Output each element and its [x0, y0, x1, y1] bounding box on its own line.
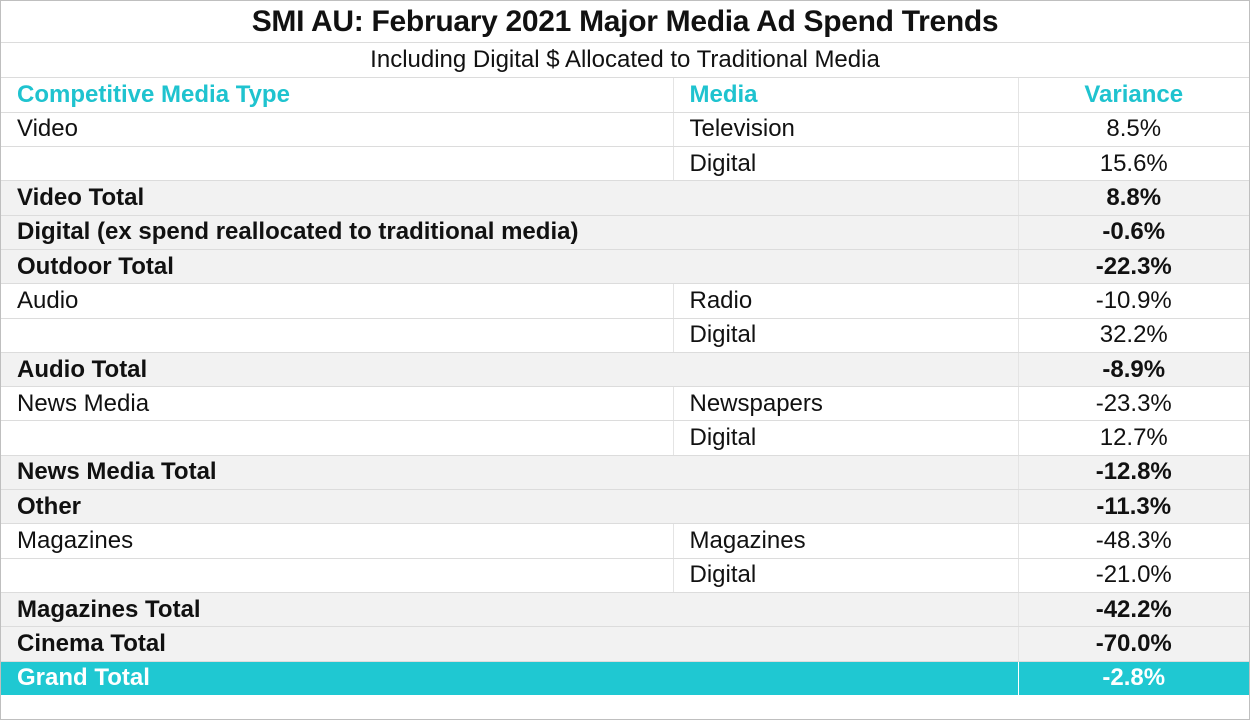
total-row: Magazines Total -42.2%	[1, 592, 1249, 628]
table-row: Digital -21.0%	[1, 558, 1249, 593]
cell-variance: -21.0%	[1018, 558, 1249, 593]
total-row: Cinema Total -70.0%	[1, 626, 1249, 662]
cell-variance: -23.3%	[1018, 386, 1249, 422]
cell-media	[673, 215, 1019, 250]
cell-media-type: Digital (ex spend reallocated to traditi…	[1, 215, 673, 250]
cell-media-type: Audio Total	[1, 352, 673, 388]
cell-variance: -48.3%	[1018, 523, 1249, 559]
cell-media: Newspapers	[673, 386, 1019, 422]
cell-variance: -0.6%	[1018, 215, 1249, 250]
cell-variance: -2.8%	[1018, 661, 1249, 696]
cell-media-type: Video Total	[1, 180, 673, 216]
cell-media	[673, 180, 1019, 216]
cell-variance: 8.5%	[1018, 112, 1249, 148]
cell-media-type: News Media	[1, 386, 674, 422]
table-row: News Media Newspapers -23.3%	[1, 386, 1249, 422]
cell-media: Television	[673, 112, 1019, 148]
cell-variance: -42.2%	[1018, 592, 1249, 628]
cell-media: Magazines	[673, 523, 1019, 559]
cell-media: Digital	[673, 318, 1019, 353]
cell-variance: -22.3%	[1018, 249, 1249, 285]
cell-media	[673, 455, 1019, 491]
cell-media-type	[1, 146, 674, 182]
cell-media-type: Video	[1, 112, 674, 148]
cell-media	[673, 249, 1019, 285]
cell-media-type: Grand Total	[1, 661, 673, 696]
cell-media	[673, 626, 1019, 662]
header-media: Media	[673, 78, 1019, 113]
cell-variance: 15.6%	[1018, 146, 1249, 182]
total-row: Digital (ex spend reallocated to traditi…	[1, 215, 1249, 250]
cell-variance: -11.3%	[1018, 489, 1249, 525]
cell-media-type	[1, 558, 674, 593]
cell-media: Digital	[673, 420, 1019, 456]
cell-variance: -70.0%	[1018, 626, 1249, 662]
table-body: Competitive Media Type Media Variance Vi…	[1, 78, 1249, 696]
cell-media-type: Other	[1, 489, 673, 525]
table-row: Digital 32.2%	[1, 318, 1249, 353]
cell-variance: 8.8%	[1018, 180, 1249, 216]
cell-media	[673, 489, 1019, 525]
cell-variance: 12.7%	[1018, 420, 1249, 456]
cell-media-type	[1, 420, 674, 456]
cell-media-type: Cinema Total	[1, 626, 673, 662]
table-row: Digital 15.6%	[1, 146, 1249, 182]
header-variance: Variance	[1018, 78, 1249, 113]
cell-media: Digital	[673, 558, 1019, 593]
cell-media	[673, 352, 1019, 388]
total-row: Outdoor Total -22.3%	[1, 249, 1249, 285]
total-row: Video Total 8.8%	[1, 180, 1249, 216]
cell-media-type: Magazines	[1, 523, 674, 559]
table-title: SMI AU: February 2021 Major Media Ad Spe…	[1, 1, 1249, 43]
table-row: Digital 12.7%	[1, 420, 1249, 456]
table-subtitle: Including Digital $ Allocated to Traditi…	[1, 43, 1249, 78]
cell-media-type: Audio	[1, 283, 674, 319]
cell-media-type: News Media Total	[1, 455, 673, 491]
table-row: Magazines Magazines -48.3%	[1, 523, 1249, 559]
header-competitive-media-type: Competitive Media Type	[1, 78, 674, 113]
cell-variance: -8.9%	[1018, 352, 1249, 388]
cell-media	[673, 592, 1019, 628]
table-row: Audio Radio -10.9%	[1, 283, 1249, 319]
cell-media	[673, 661, 1019, 696]
cell-variance: -10.9%	[1018, 283, 1249, 319]
total-row: News Media Total -12.8%	[1, 455, 1249, 491]
cell-media-type: Magazines Total	[1, 592, 673, 628]
ad-spend-table: Competitive Media Type Media Variance Vi…	[1, 78, 1249, 696]
cell-media: Radio	[673, 283, 1019, 319]
total-row: Audio Total -8.9%	[1, 352, 1249, 388]
cell-media-type	[1, 318, 674, 353]
table-row: Video Television 8.5%	[1, 112, 1249, 148]
cell-variance: -12.8%	[1018, 455, 1249, 491]
total-row: Other -11.3%	[1, 489, 1249, 525]
grand-total-row: Grand Total -2.8%	[1, 661, 1249, 696]
cell-media: Digital	[673, 146, 1019, 182]
header-row: Competitive Media Type Media Variance	[1, 78, 1249, 113]
cell-variance: 32.2%	[1018, 318, 1249, 353]
cell-media-type: Outdoor Total	[1, 249, 673, 285]
